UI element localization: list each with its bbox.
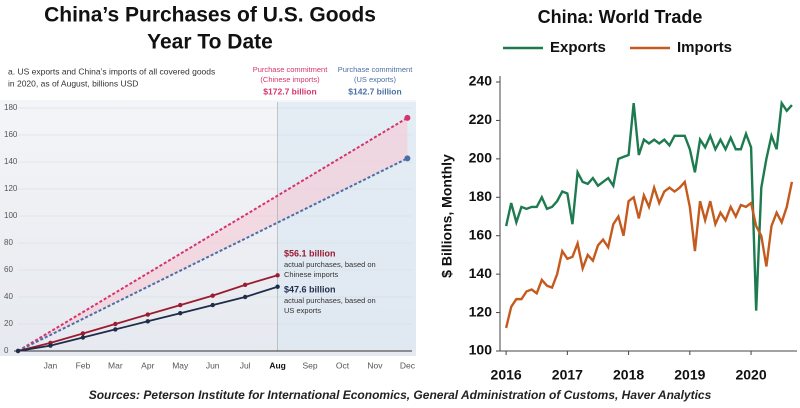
- annotation: Chinese imports: [284, 270, 338, 279]
- annotation: (Chinese imports): [260, 75, 320, 84]
- legend-label: Exports: [550, 39, 606, 56]
- y-tick-label: 40: [4, 292, 13, 301]
- x-tick-label: 2020: [735, 367, 766, 383]
- y-tick-label: 120: [4, 184, 18, 193]
- point: [242, 294, 248, 300]
- point: [15, 348, 21, 354]
- value-label: $47.6 billion: [284, 284, 336, 294]
- chart-title: Year To Date: [147, 31, 273, 54]
- x-tick-label: 2016: [491, 367, 522, 383]
- value-label: $172.7 billion: [263, 86, 316, 96]
- x-tick-label: Apr: [141, 360, 154, 370]
- point: [275, 284, 280, 289]
- point: [80, 335, 86, 340]
- x-tick-label: Jan: [44, 360, 58, 370]
- y-tick-label: 100: [469, 342, 493, 358]
- point: [113, 321, 118, 327]
- series-line: [17, 116, 408, 352]
- y-tick-label: 180: [4, 103, 18, 112]
- annotation: Purchase commitment: [338, 65, 414, 74]
- point: [242, 282, 248, 288]
- y-tick-label: 180: [469, 188, 493, 204]
- x-tick-label: 2017: [552, 367, 583, 383]
- x-tick-label: 2018: [613, 367, 644, 383]
- point: [80, 331, 86, 336]
- x-tick-label: Aug: [269, 360, 286, 370]
- y-tick-label: 160: [469, 226, 493, 242]
- chart-title: China: World Trade: [538, 7, 703, 27]
- series-line: [504, 99, 793, 311]
- x-tick-label: Dec: [400, 360, 416, 370]
- y-tick-label: 200: [469, 150, 493, 166]
- series-line: [17, 157, 408, 352]
- y-tick-label: 0: [4, 346, 9, 355]
- chart-title: China’s Purchases of U.S. Goods: [44, 4, 376, 27]
- subtitle: a. US exports and China’s imports of all…: [8, 66, 215, 76]
- point: [113, 327, 118, 332]
- y-tick-label: 220: [469, 111, 493, 127]
- point: [178, 302, 183, 308]
- legend-label: Imports: [677, 39, 732, 56]
- y-tick-label: 240: [469, 73, 493, 89]
- annotation: Purchase commitment: [253, 65, 329, 74]
- y-tick-label: 100: [4, 211, 18, 220]
- point: [210, 302, 215, 308]
- x-tick-label: Sep: [302, 360, 317, 370]
- value-label: $142.7 billion: [348, 86, 401, 96]
- x-tick-label: Jun: [206, 360, 220, 370]
- x-tick-label: Mar: [108, 360, 123, 370]
- source: Sources: Peterson Institute for Internat…: [89, 388, 712, 402]
- annotation: actual purchases, based on: [284, 260, 376, 269]
- annotation: actual purchases, based on: [284, 296, 376, 305]
- point: [404, 155, 411, 162]
- y-tick-label: 20: [4, 319, 13, 328]
- point: [275, 273, 280, 278]
- x-tick-label: May: [172, 360, 189, 370]
- y-tick-label: 140: [4, 157, 18, 166]
- x-tick-label: Feb: [76, 360, 91, 370]
- y-tick-label: 80: [4, 238, 13, 247]
- x-tick-label: Oct: [336, 360, 350, 370]
- subtitle: in 2020, as of August, billions USD: [8, 78, 138, 88]
- y-tick-label: 140: [469, 265, 493, 281]
- point: [178, 311, 183, 316]
- x-tick-label: 2019: [674, 367, 705, 383]
- point: [145, 319, 150, 324]
- series-line: [504, 179, 794, 329]
- annotation: (US exports): [354, 75, 397, 84]
- y-axis-label: $ Billions, Monthly: [439, 154, 455, 278]
- x-tick-label: Jul: [240, 360, 251, 370]
- x-tick-label: Nov: [367, 360, 383, 370]
- y-tick-label: 120: [469, 303, 493, 319]
- point: [210, 293, 215, 298]
- point: [404, 114, 411, 121]
- value-label: $56.1 billion: [284, 248, 336, 258]
- point: [48, 343, 53, 348]
- annotation: US exports: [284, 306, 321, 315]
- y-tick-label: 160: [4, 130, 18, 139]
- y-tick-label: 60: [4, 265, 13, 274]
- point: [145, 312, 150, 317]
